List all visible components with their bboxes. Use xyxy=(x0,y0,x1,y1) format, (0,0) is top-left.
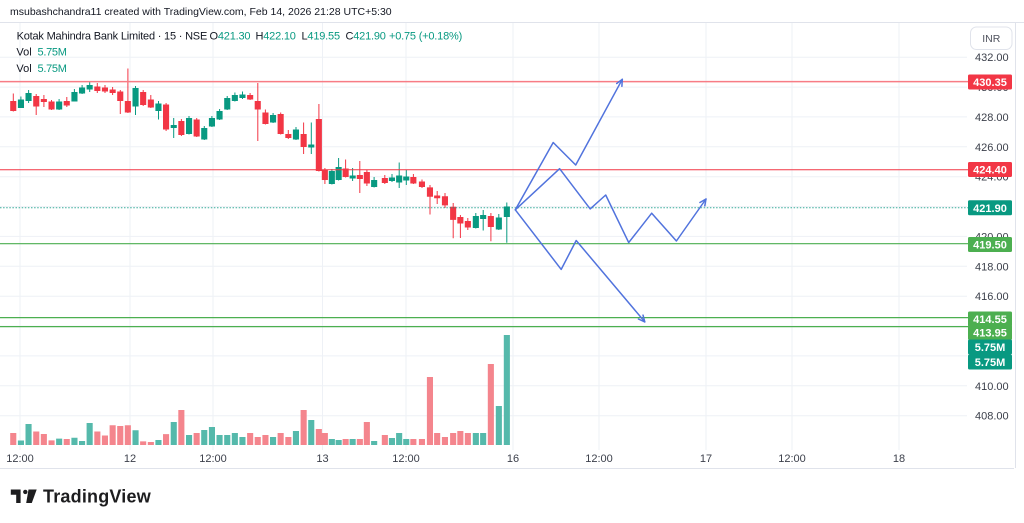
svg-text:413.95: 413.95 xyxy=(973,328,1007,340)
svg-text:414.55: 414.55 xyxy=(973,314,1007,326)
svg-text:430.35: 430.35 xyxy=(973,77,1007,89)
svg-text:13: 13 xyxy=(316,453,328,465)
svg-text:419.50: 419.50 xyxy=(973,240,1007,252)
svg-text:416.00: 416.00 xyxy=(975,291,1009,303)
svg-text:18: 18 xyxy=(893,453,905,465)
svg-text:17: 17 xyxy=(700,453,712,465)
svg-text:418.00: 418.00 xyxy=(975,261,1009,273)
svg-text:426.00: 426.00 xyxy=(975,142,1009,154)
svg-text:INR: INR xyxy=(982,33,1001,45)
svg-text:12: 12 xyxy=(124,453,136,465)
svg-text:12:00: 12:00 xyxy=(6,453,34,465)
svg-text:408.00: 408.00 xyxy=(975,411,1009,423)
svg-text:12:00: 12:00 xyxy=(392,453,420,465)
svg-text:Kotak Mahindra Bank Limited ·: Kotak Mahindra Bank Limited · 15 · NSE O4… xyxy=(17,31,462,43)
svg-text:432.00: 432.00 xyxy=(975,52,1009,64)
svg-text:424.40: 424.40 xyxy=(973,165,1007,177)
svg-text:12:00: 12:00 xyxy=(199,453,227,465)
svg-text:410.00: 410.00 xyxy=(975,381,1009,393)
svg-text:12:00: 12:00 xyxy=(778,453,806,465)
svg-text:12:00: 12:00 xyxy=(585,453,613,465)
svg-text:5.75M: 5.75M xyxy=(975,342,1006,354)
svg-text:5.75M: 5.75M xyxy=(975,357,1006,369)
svg-text:msubashchandra11 created with: msubashchandra11 created with TradingVie… xyxy=(10,6,392,18)
svg-text:16: 16 xyxy=(507,453,519,465)
svg-text:428.00: 428.00 xyxy=(975,112,1009,124)
svg-text:421.90: 421.90 xyxy=(973,203,1007,215)
svg-text:TradingView: TradingView xyxy=(43,487,152,507)
